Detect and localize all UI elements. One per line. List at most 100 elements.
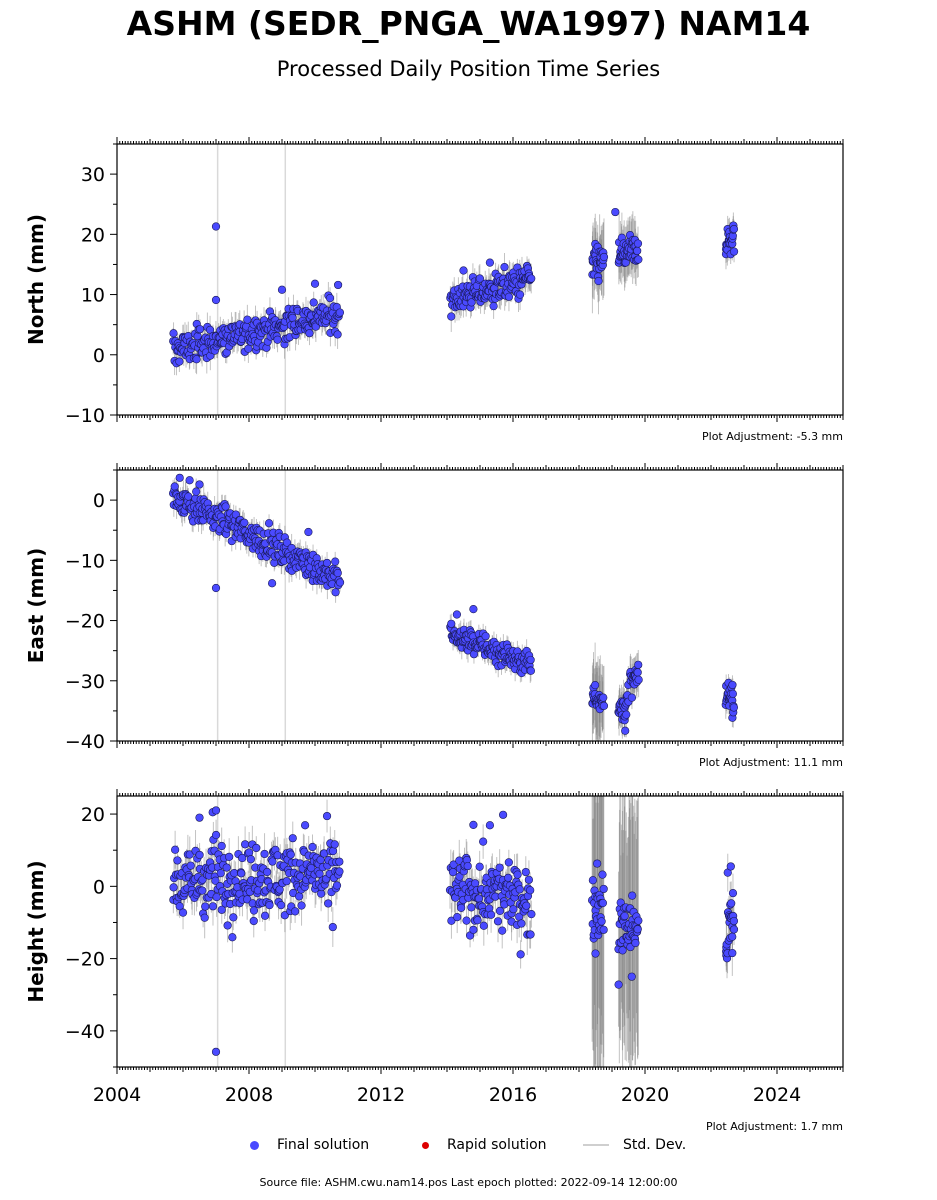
final-solution-point: [185, 850, 194, 859]
final-solution-point: [452, 610, 462, 619]
final-solution-point: [499, 810, 508, 819]
final-solution-point: [633, 246, 642, 255]
final-solution-point: [282, 877, 291, 886]
chart-title: ASHM (SEDR_PNGA_WA1997) NAM14: [126, 4, 811, 43]
final-solution-point: [249, 916, 258, 926]
final-solution-point: [485, 258, 495, 267]
final-solution-point: [485, 821, 495, 830]
final-solution-point: [728, 889, 738, 898]
y-tick-label: −30: [65, 671, 105, 693]
final-solution-point: [170, 482, 179, 491]
final-solution-point: [469, 820, 478, 830]
final-solution-point: [729, 916, 739, 926]
final-solution-point: [500, 262, 509, 272]
final-solution-point: [217, 905, 226, 914]
final-solution-point: [305, 329, 314, 338]
final-solution-point: [201, 902, 210, 911]
final-solution-point: [211, 222, 221, 231]
final-solution-point: [627, 972, 636, 981]
source-footnote: Source file: ASHM.cwu.nam14.pos Last epo…: [259, 1176, 678, 1189]
final-solution-point: [504, 873, 513, 882]
final-solution-point: [611, 207, 620, 217]
final-solution-point: [328, 846, 338, 856]
final-solution-point: [304, 527, 313, 537]
legend-item-final: Final solution: [250, 1137, 369, 1153]
final-solution-point: [729, 224, 739, 234]
final-solution-point: [462, 916, 471, 925]
final-solution-point: [591, 949, 600, 958]
final-solution-point: [244, 344, 253, 353]
plot-adjustment-label: Plot Adjustment: 11.1 mm: [699, 756, 843, 769]
final-solution-point: [727, 899, 736, 908]
x-tick-label: 2016: [489, 1084, 537, 1106]
legend-label-stddev: Std. Dev.: [623, 1137, 687, 1153]
final-solution-point: [495, 906, 505, 915]
final-solution-point: [473, 916, 482, 925]
final-solution-point: [178, 908, 188, 917]
final-solution-point: [211, 295, 221, 305]
final-solution-point: [634, 255, 643, 264]
panel-height: −40 −20 0 20 Height (mm) Plot Adjustment: 1.7…: [24, 789, 844, 1133]
final-solution-point: [322, 811, 332, 821]
y-tick-label: 0: [93, 490, 105, 512]
final-solution-point: [621, 726, 630, 735]
legend-item-rapid: Rapid solution: [422, 1137, 547, 1153]
final-solution-point: [332, 881, 342, 890]
final-solution-point: [457, 903, 466, 912]
final-solution-point: [264, 519, 274, 528]
y-axis-label: East (mm): [24, 548, 48, 664]
final-solution-point: [335, 308, 345, 317]
final-solution-point: [729, 247, 739, 256]
final-solution-point: [169, 329, 178, 338]
panel-east: −40 −30 −20 −10 0 East (mm) Plot Adjustment: 1…: [24, 463, 844, 769]
final-solution-point: [448, 868, 458, 877]
final-solution-point: [467, 298, 476, 307]
final-solution-point: [260, 911, 270, 920]
final-solution-point: [291, 907, 300, 916]
final-solution-point: [277, 901, 286, 910]
final-solution-point: [243, 895, 252, 904]
final-solution-point: [277, 285, 287, 294]
final-solution-point: [173, 856, 182, 865]
final-solution-point: [599, 693, 608, 702]
final-solution-point: [288, 313, 297, 323]
final-solution-point: [330, 840, 339, 849]
final-solution-point: [328, 922, 337, 932]
final-solution-point: [594, 276, 603, 286]
final-solution-point: [634, 675, 643, 684]
panel-plot-area: [169, 144, 739, 415]
final-solution-point: [599, 252, 609, 262]
final-solution-point: [527, 274, 536, 283]
final-solution-point: [322, 558, 332, 568]
final-solution-point: [286, 850, 295, 859]
final-solution-point: [280, 911, 289, 920]
final-solution-point: [728, 680, 737, 690]
final-solution-point: [295, 892, 304, 901]
final-solution-point: [489, 302, 498, 311]
final-solution-point: [633, 239, 643, 248]
final-solution-point: [593, 859, 602, 868]
final-solution-point: [175, 357, 184, 366]
final-solution-point: [627, 693, 637, 702]
x-tick-label: 2004: [93, 1084, 141, 1106]
final-solution-point: [591, 681, 600, 690]
final-solution-point: [268, 857, 277, 866]
final-solution-point: [728, 932, 737, 941]
y-tick-label: 0: [93, 876, 105, 898]
final-solution-point: [513, 870, 522, 879]
final-solution-point: [463, 861, 472, 871]
final-solution-point: [175, 902, 184, 911]
final-solution-point: [487, 910, 496, 919]
final-solution-point: [614, 980, 623, 989]
final-solution-point: [288, 834, 297, 843]
final-solution-point: [175, 473, 184, 482]
final-solution-point: [469, 925, 478, 934]
final-solution-point: [728, 689, 737, 698]
final-solution-point: [498, 926, 507, 935]
final-solution-point: [315, 869, 324, 878]
final-solution-point: [192, 487, 201, 496]
final-solution-point: [249, 906, 259, 915]
panel-plot-area: [168, 470, 738, 741]
final-solution-point: [597, 917, 606, 926]
